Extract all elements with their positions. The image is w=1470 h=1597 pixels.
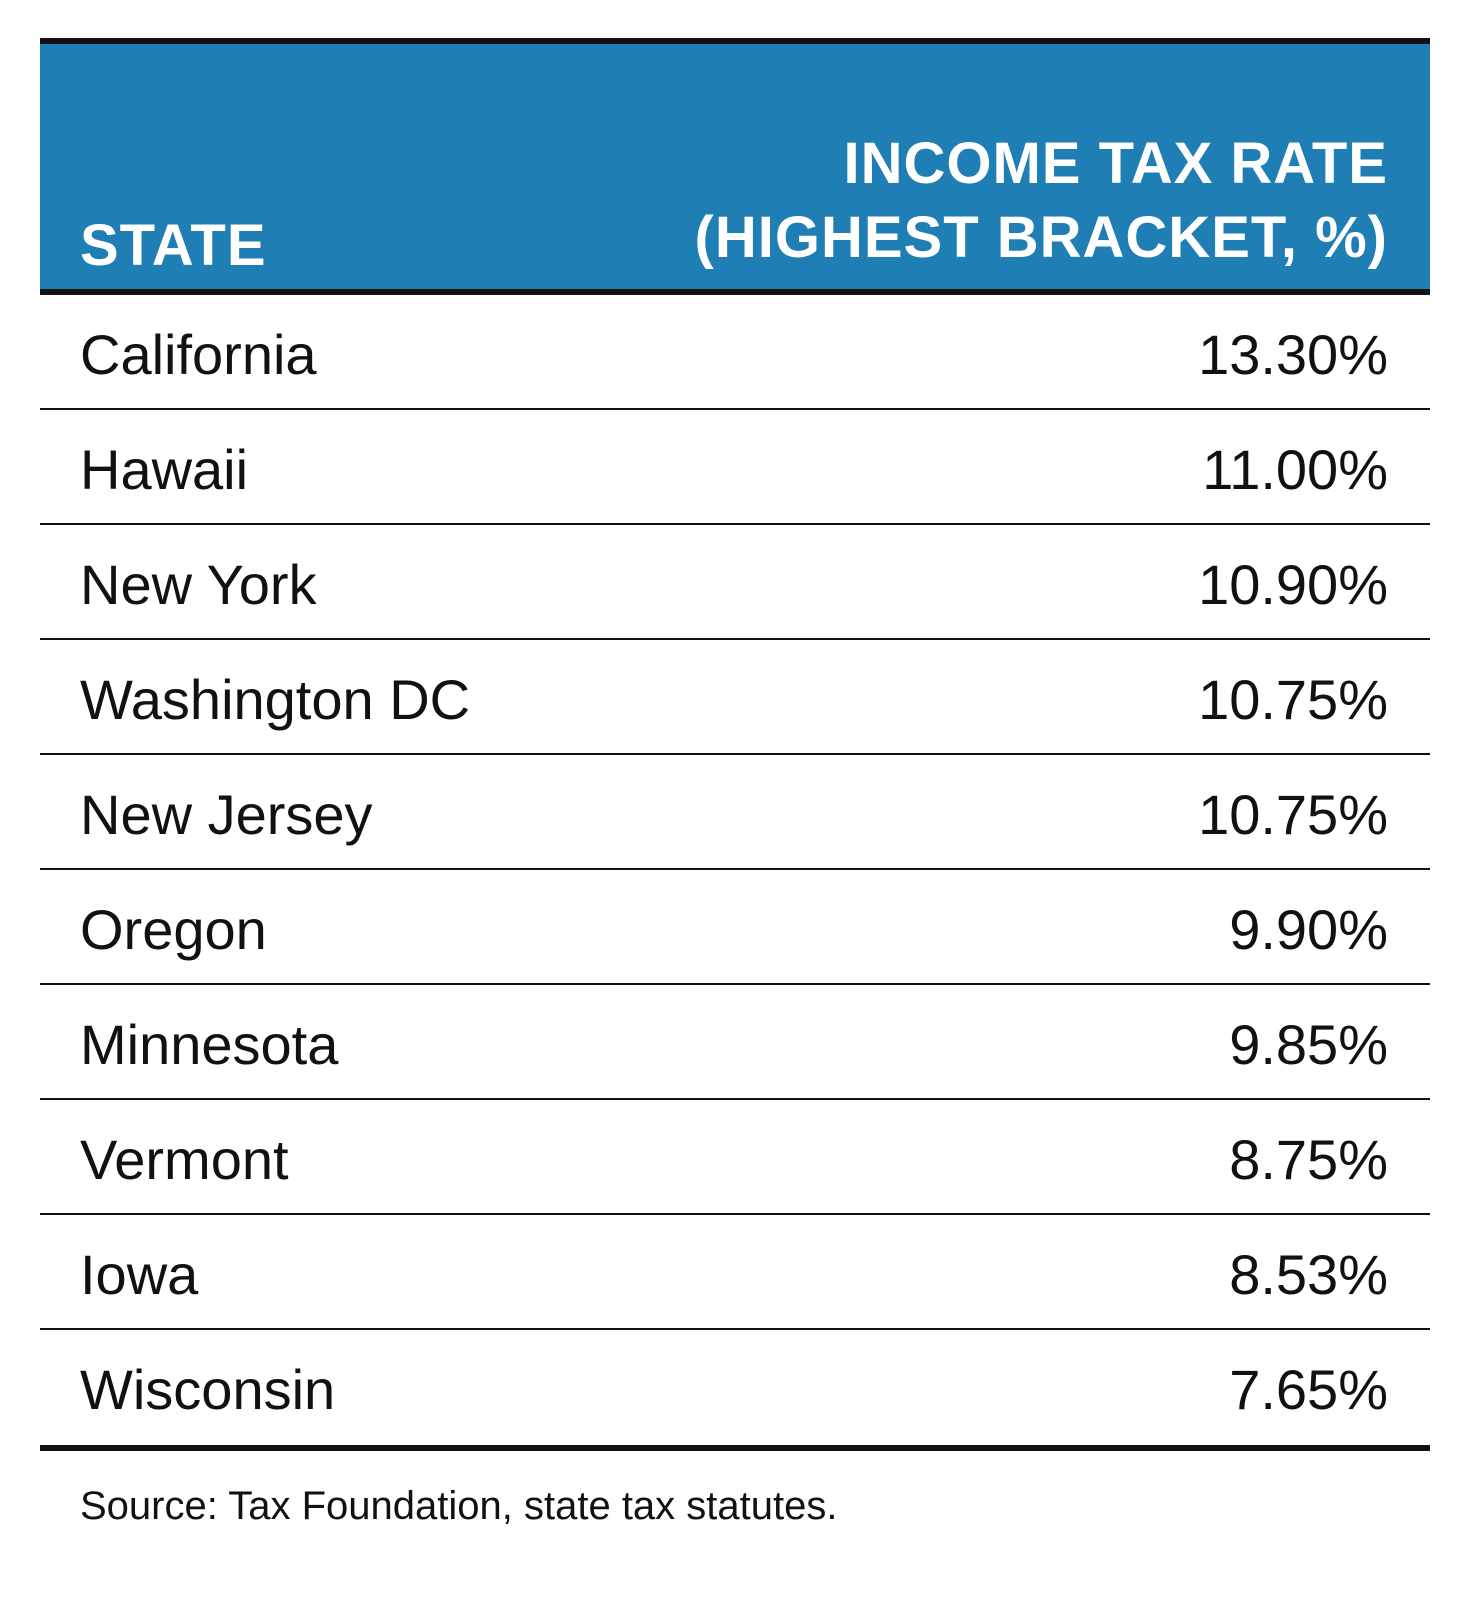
- state-cell: New Jersey: [80, 783, 373, 846]
- rate-header-line-2: (HIGHEST BRACKET, %): [694, 205, 1388, 270]
- state-cell: Iowa: [80, 1243, 199, 1306]
- table-header: STATE INCOME TAX RATE (HIGHEST BRACKET, …: [40, 44, 1430, 295]
- table-row: New York 10.90%: [40, 525, 1430, 640]
- table-row: Wisconsin 7.65%: [40, 1330, 1430, 1451]
- rate-cell: 9.85%: [1229, 1013, 1388, 1076]
- state-cell: Hawaii: [80, 438, 249, 501]
- rate-cell: 7.65%: [1229, 1358, 1388, 1421]
- source-note: Source: Tax Foundation, state tax statut…: [80, 1484, 838, 1528]
- table-body: California 13.30% Hawaii 11.00% New York…: [40, 295, 1430, 1451]
- rate-cell: 10.75%: [1198, 668, 1388, 731]
- table-row: New Jersey 10.75%: [40, 755, 1430, 870]
- rate-header-line-1: INCOME TAX RATE: [843, 131, 1388, 196]
- top-rule: [40, 38, 1430, 44]
- rate-cell: 8.75%: [1229, 1128, 1388, 1191]
- table-row: Minnesota 9.85%: [40, 985, 1430, 1100]
- state-cell: Wisconsin: [80, 1358, 336, 1421]
- table-row: Iowa 8.53%: [40, 1215, 1430, 1330]
- rate-cell: 10.90%: [1198, 553, 1388, 616]
- state-cell: California: [80, 323, 317, 386]
- state-column-header: STATE: [80, 213, 267, 278]
- table-row: Hawaii 11.00%: [40, 410, 1430, 525]
- table-row: California 13.30%: [40, 295, 1430, 410]
- state-cell: Oregon: [80, 898, 267, 961]
- rate-cell: 13.30%: [1198, 323, 1388, 386]
- rate-cell: 8.53%: [1229, 1243, 1388, 1306]
- rate-cell: 9.90%: [1229, 898, 1388, 961]
- rate-cell: 10.75%: [1198, 783, 1388, 846]
- state-cell: Minnesota: [80, 1013, 339, 1076]
- state-cell: Vermont: [80, 1128, 289, 1191]
- table-row: Vermont 8.75%: [40, 1100, 1430, 1215]
- rate-cell: 11.00%: [1202, 438, 1388, 501]
- table-row: Oregon 9.90%: [40, 870, 1430, 985]
- rate-column-header: INCOME TAX RATE (HIGHEST BRACKET, %): [695, 127, 1388, 275]
- income-tax-table: STATE INCOME TAX RATE (HIGHEST BRACKET, …: [40, 38, 1430, 1451]
- table-row: Washington DC 10.75%: [40, 640, 1430, 755]
- state-cell: Washington DC: [80, 668, 471, 731]
- state-cell: New York: [80, 553, 317, 616]
